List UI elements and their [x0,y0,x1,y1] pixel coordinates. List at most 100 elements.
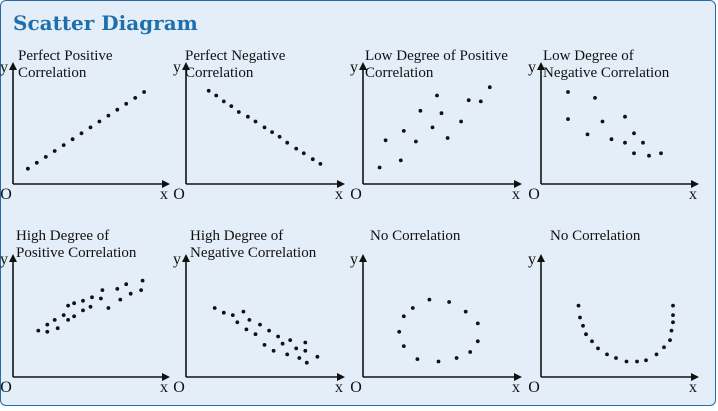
data-point [581,323,585,328]
data-point [662,345,666,350]
data-point [578,315,582,320]
x-axis-arrow-icon [162,180,170,188]
data-point [430,125,435,130]
data-point [26,166,30,171]
origin-label: O [350,186,362,203]
data-point [647,153,651,158]
data-point [106,306,111,310]
x-axis-arrow-icon [337,180,345,188]
data-point [584,332,588,337]
data-point [576,303,581,308]
data-point [34,160,39,165]
data-point [115,287,120,291]
data-point [99,296,103,301]
x-axis-label: x [335,379,343,396]
data-point [418,108,423,113]
data-point [97,119,102,124]
data-point [81,308,85,313]
data-point [88,125,93,130]
y-axis-label: y [350,59,358,76]
data-point [270,130,274,135]
data-point [315,354,320,359]
data-point [463,309,468,314]
data-point [66,318,70,322]
data-point [447,300,451,304]
data-point [318,162,323,166]
x-axis-arrow-icon [162,373,170,381]
data-point [241,309,246,314]
data-point [70,137,75,142]
data-point [632,151,636,156]
data-point [669,328,674,333]
data-point [427,297,432,302]
data-point [294,146,299,151]
data-point [632,131,636,136]
data-point [410,306,415,310]
data-point [115,107,120,112]
x-axis-label: x [689,379,697,396]
x-axis-label: x [160,379,168,396]
data-point [100,288,105,292]
data-point [398,158,403,163]
panel-caption-line: Correlation [185,65,254,81]
data-point [585,132,590,137]
data-point [36,328,41,333]
panel-caption-line: Correlation [18,65,87,81]
data-point [436,359,441,364]
data-point [244,327,249,332]
scatter-panel-no-correlation-circle: y x O No Correlation [350,228,522,396]
origin-label: O [0,186,12,203]
data-point [81,298,85,303]
data-point [435,93,439,98]
data-point [45,322,50,327]
data-point [206,88,211,93]
data-point [88,304,93,309]
data-point [671,303,675,308]
data-point [468,350,473,354]
data-point [454,356,459,360]
data-point [635,359,639,364]
y-axis-label: y [350,251,358,268]
data-point [72,314,76,319]
data-point [55,326,60,331]
data-point [247,318,252,322]
data-point [478,99,483,104]
data-point [72,301,76,306]
data-point [106,113,111,118]
data-point [301,151,306,156]
y-axis-arrow-icon [9,254,17,262]
origin-label: O [0,379,12,396]
panel-caption-line: Low Degree of [543,48,634,64]
data-point [262,125,267,130]
panel-caption-line: Negative Correlation [190,245,317,261]
data-point [459,119,463,124]
data-point [246,114,250,119]
data-point [142,90,147,94]
data-point [124,101,129,106]
data-point [267,328,271,333]
data-point [271,348,276,353]
y-axis-arrow-icon [182,62,190,70]
y-axis-arrow-icon [9,62,17,70]
x-axis-arrow-icon [691,180,699,188]
panel-caption-line: No Correlation [550,228,641,244]
data-point [415,357,420,361]
data-point [475,321,480,326]
data-point [297,356,302,360]
data-point [624,359,629,364]
data-point [124,282,129,287]
diagram-title: Scatter Diagram [13,11,198,35]
data-point [671,313,675,317]
data-point [596,346,600,351]
y-axis-arrow-icon [359,254,367,262]
data-point [52,318,57,322]
y-axis-label: y [0,59,8,76]
x-axis-label: x [335,186,343,203]
data-point [280,341,285,346]
data-point [253,119,258,124]
data-point [623,114,627,119]
data-point [605,352,609,357]
data-point [285,352,290,357]
